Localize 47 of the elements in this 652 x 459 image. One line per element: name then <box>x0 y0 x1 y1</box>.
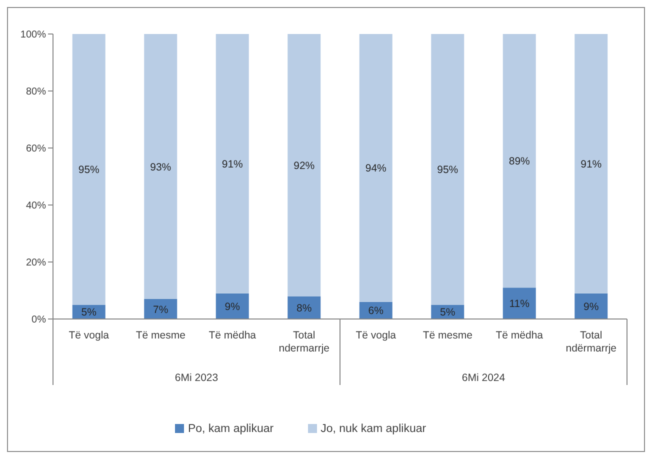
bar <box>72 34 106 305</box>
bar <box>431 34 464 305</box>
legend-label: Jo, nuk kam aplikuar <box>320 423 426 435</box>
data-label: 9% <box>224 300 240 313</box>
bar <box>288 296 321 319</box>
bar <box>502 288 536 319</box>
bar <box>288 34 321 296</box>
data-label: 5% <box>81 306 96 319</box>
text: 6Mi 2024 <box>462 372 506 384</box>
legend-label: Po, kam aplikuar <box>188 423 274 435</box>
bar <box>574 34 608 294</box>
data-label: 94% <box>365 162 386 175</box>
bar <box>574 293 608 319</box>
x-tick-label: Të vogla <box>68 329 110 342</box>
bar <box>359 34 392 302</box>
x-tick-label: Të vogla <box>356 329 396 342</box>
bar <box>216 293 249 319</box>
data-label: 91% <box>222 158 243 170</box>
text: 6Mi 2023 <box>174 372 218 384</box>
bar <box>144 34 178 300</box>
x-tick-label: Të mëdha <box>208 329 256 342</box>
x-tick-label: Total ndërmarrje <box>566 329 617 355</box>
y-tick-label: 40% <box>26 200 46 212</box>
y-tick-label: 60% <box>26 144 46 155</box>
data-label: 5% <box>440 306 456 319</box>
x-tick-label: Total ndermarrje <box>278 329 330 355</box>
data-label: 92% <box>294 160 315 172</box>
data-label: 93% <box>150 161 172 174</box>
y-tick-label: 0% <box>32 314 46 326</box>
bar <box>502 34 536 288</box>
data-label: 8% <box>296 302 312 314</box>
data-label: 89% <box>508 156 530 168</box>
bar <box>144 299 178 319</box>
data-label: 6% <box>368 305 384 318</box>
y-tick-label: 100% <box>20 30 46 41</box>
x-tick-label: Të mëdha <box>496 329 544 342</box>
x-tick-label: Të mesme <box>136 329 186 342</box>
y-tick-label: 20% <box>26 258 46 269</box>
data-label: 95% <box>437 164 458 176</box>
x-tick-label: Të mesme <box>422 329 473 342</box>
bar <box>216 34 249 294</box>
data-label: 91% <box>580 158 602 170</box>
data-label: 7% <box>153 304 168 316</box>
y-tick-label: 80% <box>26 86 46 98</box>
data-label: 11% <box>509 298 530 310</box>
data-label: 95% <box>78 164 100 176</box>
data-label: 9% <box>584 300 599 313</box>
